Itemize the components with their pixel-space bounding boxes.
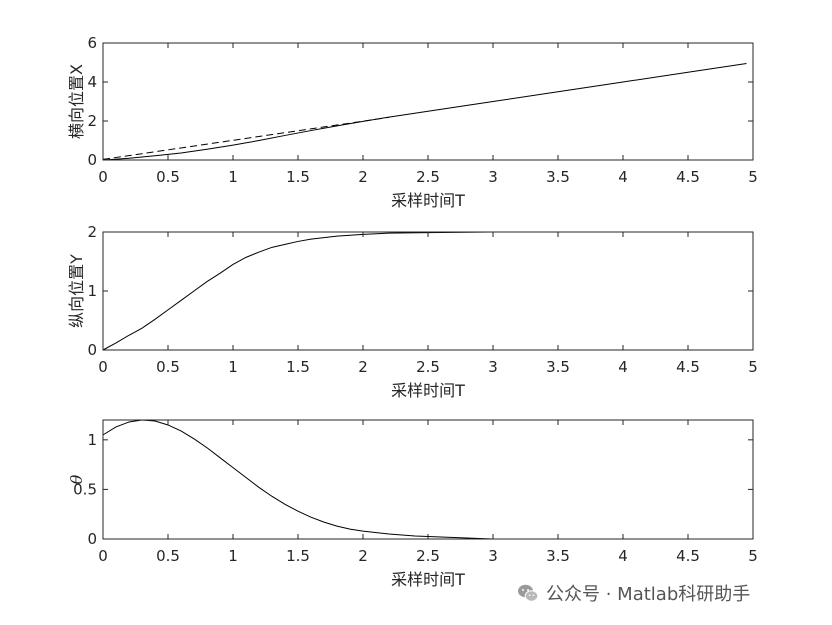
x-tick-label: 4.5 <box>676 547 700 565</box>
y-axis-label: 横向位置X <box>67 64 86 139</box>
x-axis-label: 采样时间T <box>391 381 465 400</box>
axes-frame-2 <box>102 231 754 351</box>
y-tick-label: 0 <box>87 151 97 169</box>
watermark-text: 公众号 · Matlab科研助手 <box>546 584 751 605</box>
y-tick-label: 0 <box>87 530 97 548</box>
x-tick-label: 1.5 <box>286 358 310 376</box>
x-tick-label: 1 <box>228 358 238 376</box>
y-tick-label: 2 <box>87 223 97 241</box>
x-tick-label: 1 <box>228 168 238 186</box>
x-tick-label: 4 <box>618 168 628 186</box>
series-line-3-1 <box>102 419 747 540</box>
x-tick-label: 0.5 <box>156 547 180 565</box>
y-tick-label: 0.5 <box>73 480 97 498</box>
x-tick-label: 4.5 <box>676 358 700 376</box>
y-axis-label: 纵向位置Y <box>67 254 86 328</box>
x-tick-label: 0 <box>98 168 108 186</box>
x-tick-label: 2 <box>358 168 368 186</box>
x-tick-label: 1 <box>228 547 238 565</box>
x-tick-label: 5 <box>748 168 758 186</box>
x-tick-label: 0.5 <box>156 358 180 376</box>
series-line-1-1 <box>102 62 747 161</box>
x-tick-label: 2 <box>358 547 368 565</box>
series-line-1-2 <box>102 116 390 160</box>
x-axis-label: 采样时间T <box>391 570 465 589</box>
x-tick-label: 3 <box>488 547 498 565</box>
x-tick-label: 2.5 <box>416 168 440 186</box>
y-tick-label: 2 <box>87 112 97 130</box>
x-tick-label: 4 <box>618 547 628 565</box>
y-axis-label: θ <box>67 474 86 484</box>
wechat-icon <box>518 584 539 602</box>
subplot-2: 0 0.5 1 1.5 2 2.5 3 3.5 4 4.5 5 0 1 2 采样时间T 纵向位置Y <box>67 223 758 400</box>
x-tick-label: 0.5 <box>156 168 180 186</box>
subplot-3: 0 0.5 1 1.5 2 2.5 3 3.5 4 4.5 5 0 0.5 1 采样时间T θ <box>67 419 758 589</box>
x-tick-label: 1.5 <box>286 547 310 565</box>
x-tick-label: 3.5 <box>546 168 570 186</box>
x-axis-label: 采样时间T <box>391 191 465 210</box>
watermark: 公众号 · Matlab科研助手 <box>516 580 750 606</box>
x-tick-label: 2.5 <box>416 358 440 376</box>
x-tick-label: 3 <box>488 168 498 186</box>
axes-frame-3 <box>102 419 754 540</box>
y-tick-label: 1 <box>87 282 97 300</box>
x-tick-label: 5 <box>748 358 758 376</box>
y-tick-label: 1 <box>87 431 97 449</box>
y-tick-label: 0 <box>87 341 97 359</box>
x-tick-label: 3 <box>488 358 498 376</box>
x-tick-label: 3.5 <box>546 358 570 376</box>
x-tick-label: 1.5 <box>286 168 310 186</box>
x-tick-label: 2.5 <box>416 547 440 565</box>
x-tick-label: 3.5 <box>546 547 570 565</box>
y-tick-label: 4 <box>87 73 97 91</box>
x-tick-label: 4 <box>618 358 628 376</box>
y-tick-label: 6 <box>87 34 97 52</box>
x-tick-label: 4.5 <box>676 168 700 186</box>
x-tick-label: 2 <box>358 358 368 376</box>
subplot-1: 0 0.5 1 1.5 2 2.5 3 3.5 4 4.5 5 0 2 4 6 采样时间T 横向位置X <box>67 34 758 210</box>
series-line-2-1 <box>102 231 747 351</box>
axes-frame-1 <box>102 42 754 161</box>
x-tick-label: 0 <box>98 547 108 565</box>
x-tick-label: 0 <box>98 358 108 376</box>
x-tick-label: 5 <box>748 547 758 565</box>
